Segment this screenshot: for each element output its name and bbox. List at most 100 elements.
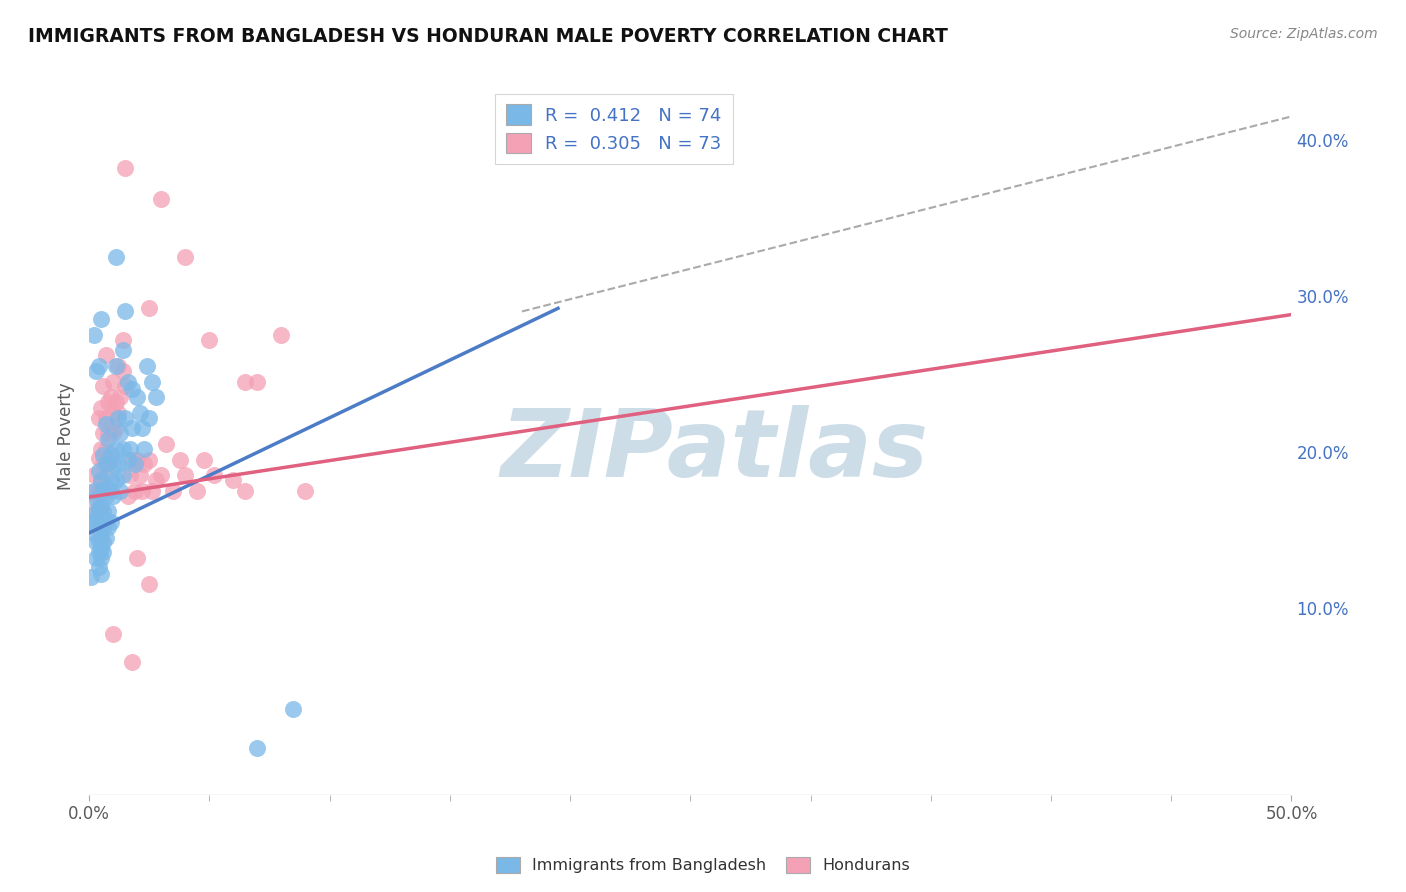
Point xyxy=(101,426,124,441)
Point xyxy=(101,375,124,389)
Point xyxy=(104,359,127,373)
Point xyxy=(107,406,129,420)
Point xyxy=(83,468,105,483)
Point xyxy=(101,489,124,503)
Point xyxy=(87,464,110,478)
Point xyxy=(118,442,141,456)
Point xyxy=(97,483,120,497)
Point xyxy=(90,515,112,529)
Point xyxy=(127,452,149,467)
Point xyxy=(83,508,105,522)
Point xyxy=(121,452,143,467)
Point xyxy=(87,451,110,466)
Point xyxy=(294,483,316,498)
Point xyxy=(198,333,221,347)
Point xyxy=(87,410,110,425)
Point xyxy=(169,452,191,467)
Point xyxy=(97,433,120,447)
Point xyxy=(127,390,149,404)
Point xyxy=(94,514,117,528)
Point xyxy=(93,426,115,441)
Point xyxy=(131,421,153,435)
Point xyxy=(90,533,112,547)
Point xyxy=(138,577,160,591)
Y-axis label: Male Poverty: Male Poverty xyxy=(58,383,75,490)
Point xyxy=(97,426,120,441)
Legend: R =  0.412   N = 74, R =  0.305   N = 73: R = 0.412 N = 74, R = 0.305 N = 73 xyxy=(495,94,733,164)
Point xyxy=(145,390,167,404)
Point xyxy=(80,569,103,583)
Point xyxy=(114,161,136,175)
Point xyxy=(97,504,120,518)
Point xyxy=(117,375,139,389)
Point xyxy=(283,702,305,716)
Point xyxy=(117,489,139,503)
Point xyxy=(100,452,122,467)
Point xyxy=(90,473,112,487)
Point xyxy=(111,442,134,456)
Point xyxy=(94,410,117,425)
Point xyxy=(84,491,107,506)
Point xyxy=(87,544,110,558)
Point xyxy=(121,383,143,397)
Point xyxy=(114,379,136,393)
Point xyxy=(104,421,127,435)
Point xyxy=(87,483,110,498)
Point xyxy=(93,535,115,549)
Point xyxy=(84,520,107,534)
Point xyxy=(141,483,163,498)
Point xyxy=(87,501,110,516)
Point xyxy=(107,410,129,425)
Point xyxy=(87,560,110,574)
Point xyxy=(93,379,115,393)
Point xyxy=(93,483,115,497)
Point xyxy=(174,468,197,483)
Point xyxy=(93,520,115,534)
Point xyxy=(114,304,136,318)
Point xyxy=(235,375,257,389)
Point xyxy=(138,301,160,316)
Point xyxy=(84,550,107,565)
Point xyxy=(80,485,103,500)
Point xyxy=(90,500,112,514)
Point xyxy=(162,483,184,498)
Point xyxy=(124,483,146,498)
Point xyxy=(97,395,120,409)
Point xyxy=(110,390,132,404)
Point xyxy=(100,473,122,487)
Point xyxy=(111,468,134,483)
Point xyxy=(235,483,257,498)
Point xyxy=(93,483,115,498)
Point xyxy=(93,448,115,462)
Point xyxy=(97,458,120,472)
Point xyxy=(83,526,105,541)
Point xyxy=(94,458,117,472)
Point xyxy=(111,333,134,347)
Point xyxy=(141,375,163,389)
Point xyxy=(193,452,215,467)
Point xyxy=(121,421,143,435)
Point xyxy=(107,458,129,472)
Point xyxy=(128,406,150,420)
Point xyxy=(124,458,146,472)
Point xyxy=(186,483,208,498)
Point xyxy=(150,192,173,206)
Point xyxy=(94,531,117,545)
Point xyxy=(90,442,112,456)
Text: Source: ZipAtlas.com: Source: ZipAtlas.com xyxy=(1230,27,1378,41)
Point xyxy=(155,437,177,451)
Point xyxy=(90,566,112,581)
Point xyxy=(128,468,150,483)
Point xyxy=(145,473,167,487)
Point xyxy=(93,504,115,518)
Point xyxy=(83,483,105,498)
Point xyxy=(104,395,127,409)
Point xyxy=(131,483,153,498)
Point xyxy=(111,343,134,358)
Legend: Immigrants from Bangladesh, Hondurans: Immigrants from Bangladesh, Hondurans xyxy=(489,850,917,880)
Point xyxy=(135,359,157,373)
Point xyxy=(101,627,124,641)
Point xyxy=(202,468,225,483)
Point xyxy=(90,550,112,565)
Text: ZIPatlas: ZIPatlas xyxy=(501,405,928,497)
